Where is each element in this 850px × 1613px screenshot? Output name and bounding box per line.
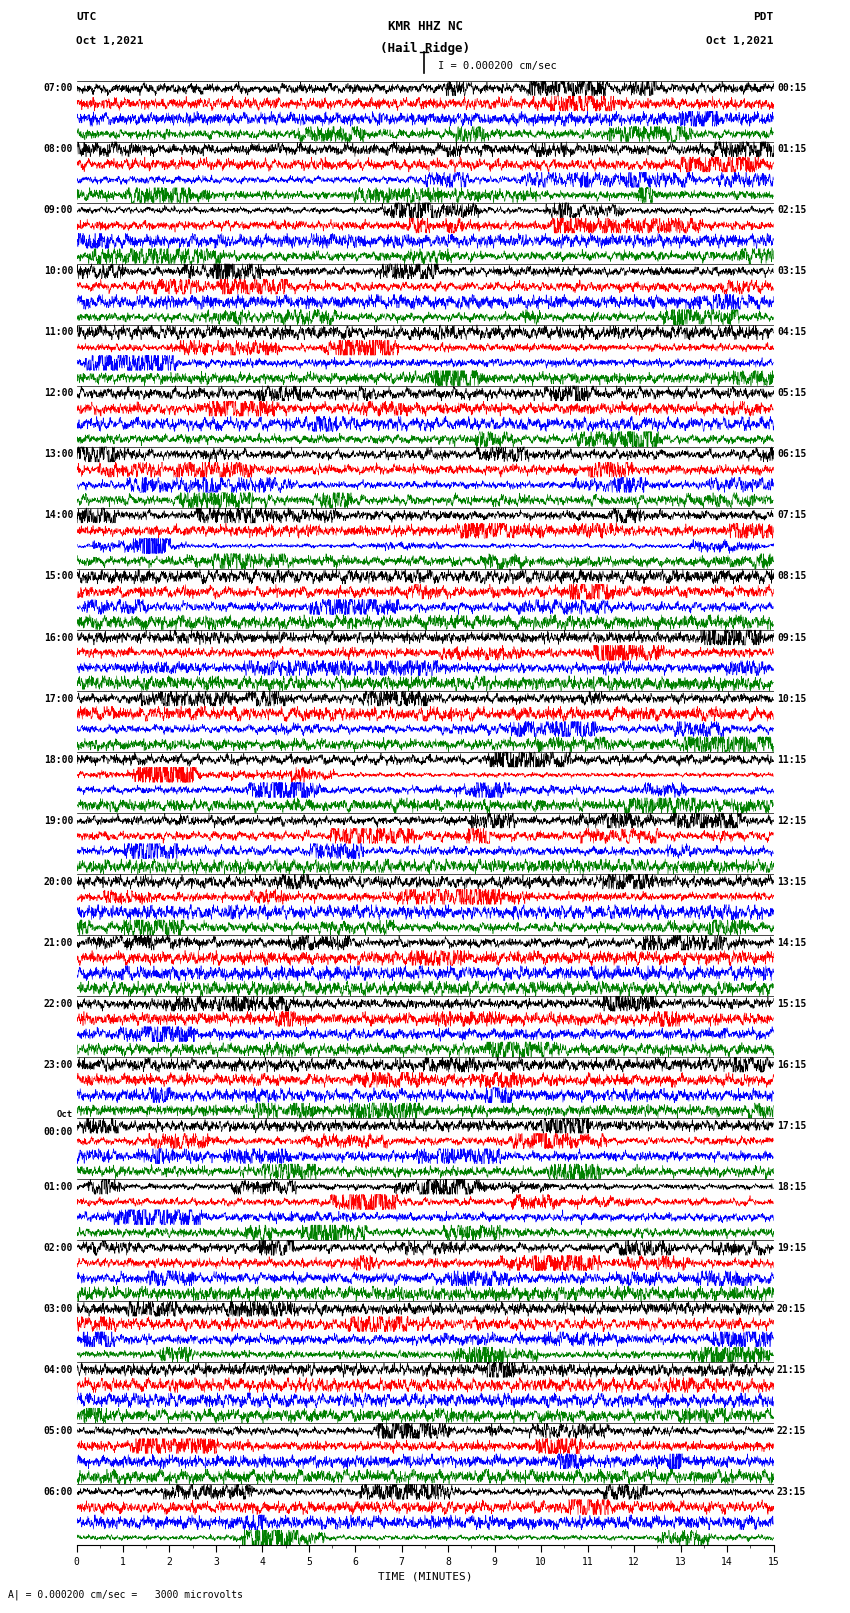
- Text: 08:00: 08:00: [43, 144, 73, 155]
- Text: 04:15: 04:15: [777, 327, 807, 337]
- Text: 04:00: 04:00: [43, 1365, 73, 1374]
- Text: 03:15: 03:15: [777, 266, 807, 276]
- Text: 06:00: 06:00: [43, 1487, 73, 1497]
- Text: 05:00: 05:00: [43, 1426, 73, 1436]
- Text: 15:00: 15:00: [43, 571, 73, 581]
- Text: 20:15: 20:15: [777, 1303, 807, 1313]
- Text: 21:15: 21:15: [777, 1365, 807, 1374]
- Text: 17:15: 17:15: [777, 1121, 807, 1131]
- Text: 18:00: 18:00: [43, 755, 73, 765]
- Text: Oct 1,2021: Oct 1,2021: [706, 37, 774, 47]
- Text: 20:00: 20:00: [43, 876, 73, 887]
- Text: KMR HHZ NC: KMR HHZ NC: [388, 19, 462, 34]
- Text: 12:15: 12:15: [777, 816, 807, 826]
- Text: 00:00: 00:00: [43, 1127, 73, 1137]
- Text: UTC: UTC: [76, 11, 97, 23]
- Text: 11:15: 11:15: [777, 755, 807, 765]
- Text: 06:15: 06:15: [777, 450, 807, 460]
- Text: 22:15: 22:15: [777, 1426, 807, 1436]
- Text: 21:00: 21:00: [43, 937, 73, 947]
- Text: 13:00: 13:00: [43, 450, 73, 460]
- Text: 19:00: 19:00: [43, 816, 73, 826]
- Text: 14:15: 14:15: [777, 937, 807, 947]
- Text: 19:15: 19:15: [777, 1242, 807, 1253]
- X-axis label: TIME (MINUTES): TIME (MINUTES): [377, 1571, 473, 1581]
- Text: 08:15: 08:15: [777, 571, 807, 581]
- Text: 10:00: 10:00: [43, 266, 73, 276]
- Text: 09:00: 09:00: [43, 205, 73, 215]
- Text: (Hail Ridge): (Hail Ridge): [380, 42, 470, 55]
- Text: 07:00: 07:00: [43, 84, 73, 94]
- Text: Oct: Oct: [57, 1110, 73, 1119]
- Text: 17:00: 17:00: [43, 694, 73, 703]
- Text: I = 0.000200 cm/sec: I = 0.000200 cm/sec: [438, 61, 557, 71]
- Text: 22:00: 22:00: [43, 998, 73, 1008]
- Text: 01:00: 01:00: [43, 1182, 73, 1192]
- Text: 12:00: 12:00: [43, 389, 73, 398]
- Text: 02:15: 02:15: [777, 205, 807, 215]
- Text: 11:00: 11:00: [43, 327, 73, 337]
- Text: Oct 1,2021: Oct 1,2021: [76, 37, 144, 47]
- Text: 00:15: 00:15: [777, 84, 807, 94]
- Text: 07:15: 07:15: [777, 510, 807, 521]
- Text: 23:00: 23:00: [43, 1060, 73, 1069]
- Text: 18:15: 18:15: [777, 1182, 807, 1192]
- Text: 09:15: 09:15: [777, 632, 807, 642]
- Text: 10:15: 10:15: [777, 694, 807, 703]
- Text: 14:00: 14:00: [43, 510, 73, 521]
- Text: 16:15: 16:15: [777, 1060, 807, 1069]
- Text: 13:15: 13:15: [777, 876, 807, 887]
- Text: 03:00: 03:00: [43, 1303, 73, 1313]
- Text: A| = 0.000200 cm/sec =   3000 microvolts: A| = 0.000200 cm/sec = 3000 microvolts: [8, 1589, 243, 1600]
- Text: 05:15: 05:15: [777, 389, 807, 398]
- Text: 15:15: 15:15: [777, 998, 807, 1008]
- Text: 16:00: 16:00: [43, 632, 73, 642]
- Text: 23:15: 23:15: [777, 1487, 807, 1497]
- Text: PDT: PDT: [753, 11, 774, 23]
- Text: 02:00: 02:00: [43, 1242, 73, 1253]
- Text: 01:15: 01:15: [777, 144, 807, 155]
